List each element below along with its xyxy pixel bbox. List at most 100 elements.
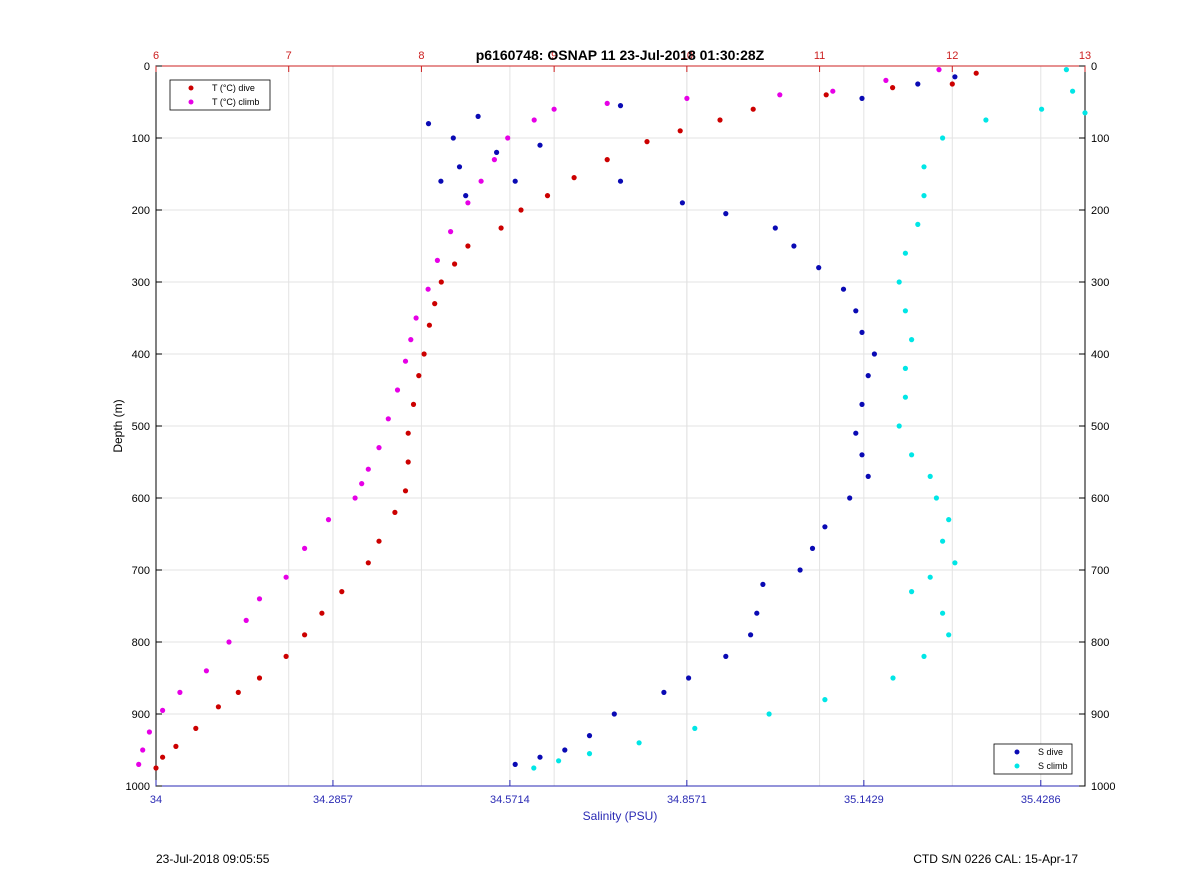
y-tick-label-left: 100 [132, 133, 150, 145]
data-point [283, 653, 289, 660]
data-point [644, 139, 650, 145]
data-point [921, 193, 927, 199]
data-point [772, 225, 778, 231]
data-point [302, 545, 308, 552]
calibration-footer: CTD S/N 0226 CAL: 15-Apr-17 [913, 852, 1078, 866]
data-point [915, 221, 921, 227]
data-point [890, 675, 896, 681]
data-point [376, 445, 382, 451]
data-point [760, 581, 766, 588]
data-point [940, 135, 946, 141]
data-point [611, 711, 617, 717]
x-top-tick-label: 13 [1079, 50, 1091, 62]
data-point [853, 430, 859, 436]
y-tick-label-left: 1000 [126, 781, 150, 793]
data-point [661, 689, 667, 696]
data-point [243, 617, 249, 624]
data-point [890, 85, 896, 91]
data-point [494, 149, 500, 155]
data-point [896, 279, 902, 285]
data-point [478, 178, 484, 184]
data-point [376, 538, 382, 544]
y-tick-label-right: 100 [1091, 133, 1109, 145]
data-point [859, 452, 865, 458]
legend-temperature-box [169, 79, 271, 111]
y-tick-label-left: 300 [132, 277, 150, 289]
data-point [830, 88, 836, 94]
data-point [871, 351, 878, 357]
chart-title: p6160748: OSNAP 11 23-Jul-2018 01:30:28Z [476, 47, 765, 63]
data-point [809, 545, 816, 552]
data-point [136, 761, 142, 768]
data-point [408, 337, 414, 343]
x-bottom-tick-label: 34.8571 [667, 794, 707, 806]
data-point [902, 365, 909, 371]
data-point [571, 175, 577, 181]
data-point [777, 92, 783, 98]
data-point [853, 308, 859, 314]
data-point [723, 211, 729, 217]
x-bottom-tick-label: 34 [150, 794, 162, 806]
series-t-c-climb [136, 67, 942, 768]
data-point [940, 538, 946, 544]
data-point [544, 193, 551, 199]
data-point [498, 225, 504, 231]
data-point [586, 751, 593, 757]
data-point [823, 92, 829, 98]
y-tick-label-right: 800 [1091, 637, 1109, 649]
data-point [952, 74, 958, 80]
data-point [203, 668, 209, 674]
data-point [392, 509, 398, 515]
y-tick-label-right: 200 [1091, 205, 1109, 217]
data-point [226, 639, 232, 645]
x-top-tick-label: 6 [153, 50, 159, 62]
data-point [936, 67, 942, 73]
legend-salinity: S dive S climb [993, 743, 1073, 775]
data-point [465, 200, 471, 206]
series-t-c-dive [153, 70, 979, 771]
legend-s-climb-label: S climb [1038, 761, 1068, 771]
data-point [365, 560, 371, 566]
data-point [421, 351, 427, 357]
data-point [847, 495, 853, 501]
data-point [617, 178, 624, 184]
data-point [425, 121, 432, 127]
y-tick-label-right: 700 [1091, 565, 1109, 577]
data-point [512, 178, 518, 184]
data-point [750, 106, 756, 112]
data-point [365, 466, 371, 472]
data-point [325, 517, 332, 523]
data-point [426, 322, 432, 328]
data-point [283, 574, 289, 580]
data-point [921, 164, 927, 170]
data-point [359, 481, 365, 487]
y-tick-label-right: 900 [1091, 709, 1109, 721]
grid [155, 65, 1086, 787]
y-tick-label-left: 700 [132, 565, 150, 577]
y-tick-label-left: 400 [132, 349, 150, 361]
data-point [927, 473, 933, 479]
data-point [1070, 88, 1076, 94]
data-point [1082, 110, 1088, 116]
data-point [463, 193, 469, 199]
data-point [865, 473, 871, 479]
data-point [717, 117, 723, 123]
y-tick-label-right: 400 [1091, 349, 1109, 361]
y-tick-label-left: 200 [132, 205, 150, 217]
data-point [452, 261, 458, 267]
y-tick-label-left: 600 [132, 493, 150, 505]
y-tick-label-left: 500 [132, 421, 150, 433]
data-point [791, 243, 797, 249]
data-point [883, 77, 889, 83]
legend-t-dive-marker [188, 85, 194, 91]
data-point [475, 113, 481, 119]
data-point [256, 675, 263, 681]
data-point [946, 632, 952, 638]
data-point [416, 373, 422, 379]
y-tick-label-right: 1000 [1091, 781, 1115, 793]
x-bottom-tick-label: 34.2857 [313, 794, 353, 806]
data-point [822, 524, 828, 530]
data-points [136, 67, 1088, 771]
data-point [636, 740, 642, 746]
